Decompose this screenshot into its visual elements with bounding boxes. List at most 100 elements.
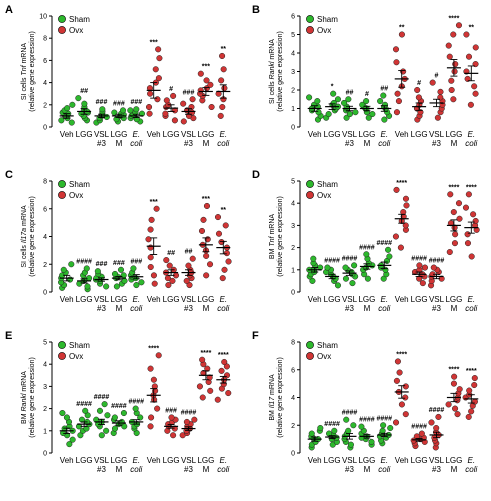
y-tick-label: 2 (291, 88, 295, 95)
significance-marker: #### (342, 255, 358, 262)
data-point (147, 263, 154, 271)
data-point (163, 97, 170, 104)
x-category-lgg-m-line1: LGG (358, 456, 375, 465)
data-point (465, 53, 473, 60)
group-sham-2: #### LGG (323, 258, 342, 304)
data-point (150, 376, 157, 383)
x-category-category-line1: VSL (94, 456, 110, 465)
x-category-lgg-m-line1: LGG (110, 456, 127, 465)
y-tick-label: 6 (291, 367, 295, 374)
data-point (225, 390, 232, 397)
data-point (416, 262, 423, 269)
x-category-lgg-line1: LGG (163, 130, 180, 139)
data-point (448, 86, 455, 94)
y-axis-sublabel: (relative gene expression) (277, 196, 284, 277)
data-point (385, 246, 392, 253)
data-point (214, 396, 221, 403)
data-point (350, 422, 357, 429)
panel-b: B 0 1 2 3 4 5 6 SI cells Rankl mRNA (relative gen… (252, 4, 479, 148)
x-category-lgg-m-line2: M (116, 304, 123, 313)
y-tick-label: 3 (43, 384, 47, 391)
significance-marker: ### (96, 99, 108, 106)
group-sham-1: Veh (59, 409, 76, 465)
data-point (66, 441, 73, 448)
significance-marker: **** (448, 184, 459, 191)
x-category-category-line1: VSL (181, 295, 197, 304)
data-point (120, 409, 127, 417)
x-category-lgg-m-line1: LGG (197, 130, 214, 139)
data-point (223, 250, 230, 257)
data-point (219, 103, 226, 111)
x-category-category-line1: VSL (429, 456, 445, 465)
legend-marker-sham (58, 180, 66, 188)
data-point (155, 352, 162, 359)
data-point (334, 96, 341, 103)
legend-marker-ovx (58, 191, 66, 199)
legend-label-ovx: Ovx (317, 352, 331, 361)
x-category-e-coli-line1: E. (133, 295, 141, 304)
data-point (154, 96, 161, 103)
legend-marker-sham (58, 15, 66, 23)
data-point (171, 117, 178, 124)
data-point (331, 427, 338, 434)
y-tick-label: 4 (291, 395, 295, 402)
data-point (465, 191, 472, 198)
group-ovx-6: ** Veh (392, 25, 409, 139)
x-category-veh-line1: Veh (60, 130, 74, 139)
significance-marker: *** (202, 196, 210, 203)
significance-marker: #### (377, 240, 393, 247)
data-point (189, 96, 196, 103)
x-category-category-line2: #3 (345, 465, 354, 474)
y-tick-label: 0 (43, 290, 47, 297)
data-point (446, 53, 453, 60)
group-ovx-7: #### LGG (411, 255, 429, 304)
x-category-e-coli-line1: E. (133, 130, 141, 139)
significance-marker: #### (359, 244, 375, 251)
data-point (147, 423, 154, 430)
data-point (472, 90, 479, 97)
x-category-lgg-line1: LGG (324, 130, 341, 139)
group-sham-3: #### VSL#3 (342, 255, 359, 313)
data-point (430, 264, 437, 271)
data-point (421, 264, 429, 271)
data-point (365, 114, 372, 121)
data-point (451, 240, 458, 247)
legend-label-sham: Sham (317, 15, 338, 24)
x-category-category-line2: #3 (432, 139, 441, 148)
group-sham-2: * LGG (323, 84, 342, 139)
panel-letter: B (252, 4, 260, 16)
x-category-category-line1: VSL (94, 130, 110, 139)
data-point (59, 409, 66, 417)
data-point (445, 401, 452, 408)
significance-marker: #### (111, 403, 127, 410)
group-sham-1: Veh (58, 261, 75, 304)
panel-e: E 0 1 2 3 4 5 BM Rankl mRNA (relative gene expre… (5, 330, 232, 474)
y-tick-label: 8 (43, 36, 47, 43)
data-point (394, 358, 401, 365)
group-ovx-7: ### LGG (163, 407, 180, 465)
data-point (352, 109, 359, 116)
y-axis-label: BM Rankl mRNA (21, 371, 28, 424)
data-point (467, 101, 474, 108)
data-point (197, 70, 204, 77)
data-point (309, 277, 316, 284)
data-point (119, 107, 127, 114)
group-sham-5: #### E.coli (377, 415, 394, 474)
significance-marker: #### (411, 255, 427, 262)
data-point (452, 231, 459, 238)
data-point (145, 236, 152, 243)
group-sham-3: ## VSL#3 (341, 89, 359, 148)
data-point (306, 94, 313, 101)
data-point (345, 427, 352, 434)
data-point (133, 106, 140, 113)
data-point (163, 257, 170, 264)
data-point (462, 204, 470, 211)
significance-marker: ** (399, 25, 405, 32)
significance-marker: ### (130, 258, 142, 265)
data-point (152, 66, 159, 73)
x-category-lgg-m-line1: LGG (197, 456, 214, 465)
data-point (69, 436, 76, 443)
